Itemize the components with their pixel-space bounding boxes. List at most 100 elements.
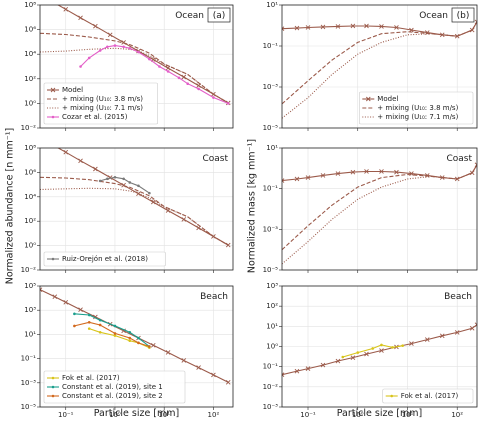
y-tick-label: 10¹ [266, 1, 278, 9]
marker [88, 321, 91, 324]
legend-label: Cozar et al. (2015) [62, 113, 128, 121]
marker [178, 77, 181, 80]
marker [128, 47, 131, 50]
marker [88, 314, 91, 317]
y-tick-label: 10⁻² [21, 124, 37, 132]
marker [158, 65, 161, 68]
panel-title: Coast [446, 154, 472, 164]
marker [391, 346, 394, 349]
marker [148, 192, 151, 195]
marker [137, 184, 140, 187]
legend-marker [52, 386, 55, 389]
marker [341, 356, 344, 359]
y-tick-label: 10⁻¹ [263, 363, 279, 371]
panel-title: Beach [200, 292, 228, 302]
marker [99, 324, 102, 327]
marker [186, 82, 189, 85]
panel-label: (b) [457, 11, 470, 21]
legend-marker [390, 395, 393, 398]
y-tick-label: 10⁰ [266, 343, 278, 351]
marker [356, 351, 359, 354]
marker [167, 70, 170, 73]
marker [79, 65, 82, 68]
legend-label: Constant et al. (2019), site 2 [62, 392, 163, 400]
y-axis-label: Normalized abundance [n mm⁻¹] [5, 128, 16, 285]
y-tick-label: 10⁻² [21, 266, 37, 274]
x-tick-label: 10² [208, 411, 220, 419]
marker [122, 45, 125, 48]
marker [122, 177, 125, 180]
y-tick-label: 10⁻³ [21, 379, 37, 387]
legend: Fok et al. (2017) [383, 389, 473, 403]
marker [380, 344, 383, 347]
marker [88, 57, 91, 60]
panel-title: Ocean [419, 11, 448, 21]
y-tick-label: 10⁻¹ [21, 355, 37, 363]
x-axis-label: Particle size [mm] [94, 408, 179, 419]
y-tick-label: 10⁴ [24, 193, 36, 201]
marker [106, 45, 109, 48]
marker [137, 51, 140, 54]
y-tick-label: 10¹ [24, 330, 36, 338]
plot-area [282, 148, 477, 270]
panel-title: Beach [444, 292, 472, 302]
marker [114, 325, 117, 328]
y-tick-label: 10⁻³ [263, 83, 279, 91]
legend: Model+ mixing (U₁₀: 3.8 m/s)+ mixing (U₁… [44, 83, 158, 124]
y-tick-label: 10³ [266, 282, 278, 290]
marker [401, 344, 404, 347]
y-tick-label: 10² [24, 75, 36, 83]
marker [137, 342, 140, 345]
legend-label: + mixing (U₁₀: 3.8 m/s) [377, 104, 458, 112]
y-tick-label: 10⁶ [24, 26, 36, 34]
y-tick-label: 10⁻⁵ [263, 124, 279, 132]
marker [212, 96, 215, 99]
panel: 10⁻⁵ 10⁻³ 10⁻¹ 10¹ (b) Ocean Model+ mixing (U₁… [263, 1, 479, 132]
marker [114, 176, 117, 179]
marker [114, 332, 117, 335]
legend: Model+ mixing (U₁₀: 3.8 m/s)+ mixing (U₁… [359, 92, 473, 124]
y-tick-label: 10⁻⁵ [21, 403, 37, 411]
y-tick-label: 10⁻¹ [263, 42, 279, 50]
marker [99, 319, 102, 322]
legend-label: Fok et al. (2017) [62, 374, 120, 382]
x-tick-label: 10² [451, 411, 463, 419]
y-tick-label: 10⁸ [24, 144, 36, 152]
marker [128, 339, 131, 342]
legend-marker [52, 258, 55, 261]
legend-label: + mixing (U₁₀: 7.1 m/s) [62, 104, 143, 112]
panel-title: Coast [202, 154, 228, 164]
x-tick-label: 10⁻¹ [300, 411, 316, 419]
legend-label: Model [377, 95, 398, 103]
marker [197, 88, 200, 91]
marker [148, 58, 151, 61]
x-tick-label: 10⁻¹ [58, 411, 74, 419]
y-tick-label: 10¹ [266, 144, 278, 152]
y-tick-label: 10⁴ [24, 50, 36, 58]
legend-label: Ruiz-Orejón et al. (2018) [62, 255, 148, 263]
y-tick-label: 10² [266, 302, 278, 310]
y-tick-label: 10⁻¹ [263, 185, 279, 193]
marker [371, 347, 374, 350]
legend-label: Constant et al. (2019), site 1 [62, 383, 163, 391]
marker [99, 49, 102, 52]
y-tick-label: 10³ [24, 306, 36, 314]
marker [88, 327, 91, 330]
y-tick-label: 10⁰ [24, 242, 36, 250]
y-tick-label: 10⁻³ [263, 403, 279, 411]
legend: Fok et al. (2017)Constant et al. (2019),… [44, 371, 185, 403]
marker [128, 331, 131, 334]
marker [227, 102, 230, 105]
marker [99, 331, 102, 334]
marker [73, 325, 76, 328]
y-tick-label: 10⁻⁵ [263, 266, 279, 274]
y-tick-label: 10⁸ [24, 1, 36, 9]
legend-label: Fok et al. (2017) [401, 392, 459, 400]
legend-marker [52, 377, 55, 380]
marker [106, 177, 109, 180]
